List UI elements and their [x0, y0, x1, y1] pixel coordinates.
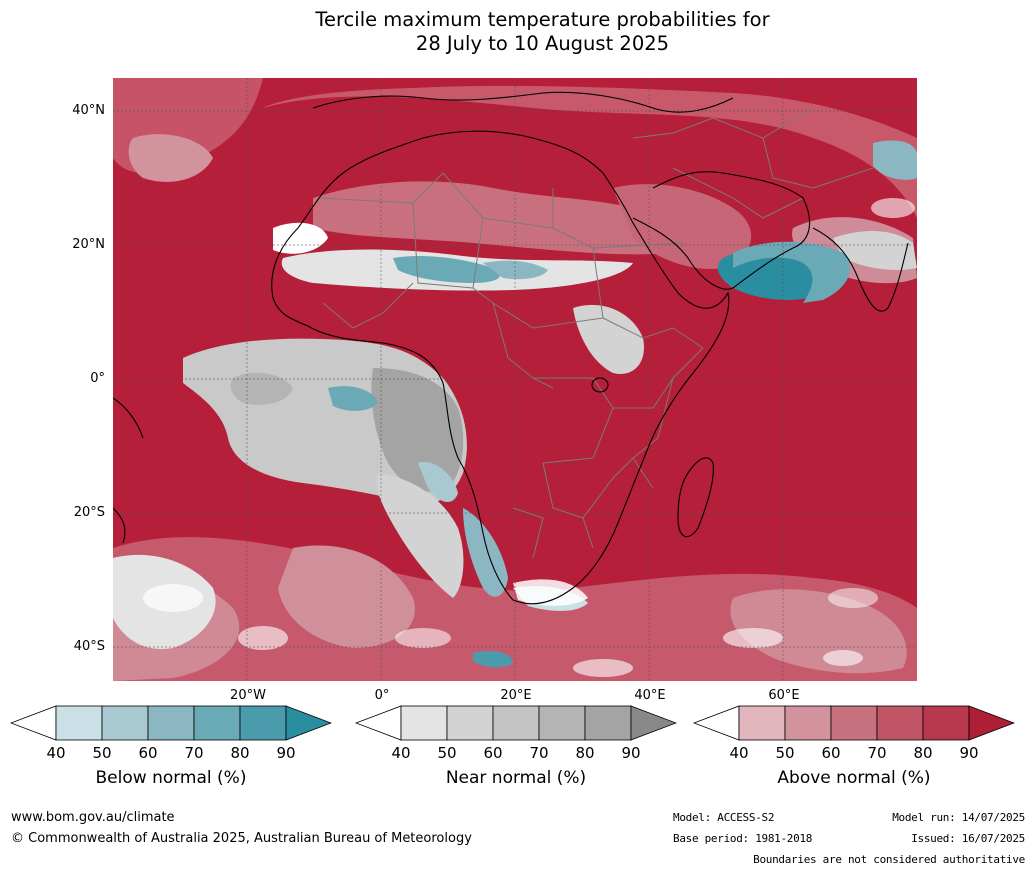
near-tick-60: 60: [483, 744, 503, 762]
above-tick-60: 60: [821, 744, 841, 762]
colorbar-below-normal: [10, 705, 332, 741]
below-tick-90: 90: [276, 744, 296, 762]
lon-label-20w: 20°W: [230, 688, 266, 703]
colorbar-low-extend: [693, 705, 740, 741]
colorbar-segment-5: [922, 705, 970, 741]
colorbar-segment-4: [876, 705, 924, 741]
white-patches: [143, 198, 915, 677]
above-tick-70: 70: [867, 744, 887, 762]
below-tick-80: 80: [230, 744, 250, 762]
lon-label-0: 0°: [374, 688, 390, 703]
below-tick-50: 50: [92, 744, 112, 762]
copyright-text: © Commonwealth of Australia 2025, Austra…: [11, 831, 472, 846]
graticule: [113, 78, 917, 681]
lat-label-0: 0°: [90, 371, 105, 386]
above-tick-90: 90: [959, 744, 979, 762]
lon-label-20e: 20°E: [500, 688, 532, 703]
title-line-1: Tercile maximum temperature probabilitie…: [315, 8, 770, 31]
colorbar-segment-5: [239, 705, 287, 741]
colorbar-segment-5: [584, 705, 632, 741]
colorbar-segment-3: [492, 705, 540, 741]
lon-label-40e: 40°E: [634, 688, 666, 703]
near-tick-90: 90: [621, 744, 641, 762]
issued-date: Issued: 16/07/2025: [911, 832, 1025, 845]
colorbar-title-below: Below normal (%): [95, 768, 247, 788]
colorbar-segment-1: [738, 705, 786, 741]
lat-label-20s: 20°S: [73, 505, 105, 520]
lat-label-20n: 20°N: [72, 237, 105, 252]
colorbar-high-extend: [285, 705, 332, 741]
colorbar-near-normal: [355, 705, 677, 741]
colorbar-segment-3: [830, 705, 878, 741]
lat-label-40n: 40°N: [72, 103, 105, 118]
colorbar-high-extend: [630, 705, 677, 741]
boundaries-disclaimer: Boundaries are not considered authoritat…: [753, 853, 1025, 866]
colorbar-segment-4: [193, 705, 241, 741]
below-tick-40: 40: [46, 744, 66, 762]
model-run-date: Model run: 14/07/2025: [892, 811, 1025, 824]
map-title: Tercile maximum temperature probabilitie…: [0, 8, 1035, 56]
colorbar-above-normal: [693, 705, 1015, 741]
colorbar-segment-1: [55, 705, 103, 741]
probability-map: [113, 78, 917, 681]
near-tick-40: 40: [391, 744, 411, 762]
lon-label-60e: 60°E: [768, 688, 800, 703]
colorbar-segment-2: [784, 705, 832, 741]
colorbar-segment-2: [101, 705, 149, 741]
coastlines: [113, 91, 909, 605]
country-borders: [320, 107, 874, 559]
colorbar-low-extend: [10, 705, 57, 741]
colorbar-segment-4: [538, 705, 586, 741]
below-tick-70: 70: [184, 744, 204, 762]
lat-label-40s: 40°S: [73, 639, 105, 654]
above-tick-80: 80: [913, 744, 933, 762]
near-tick-80: 80: [575, 744, 595, 762]
colorbar-segment-1: [400, 705, 448, 741]
near-tick-70: 70: [529, 744, 549, 762]
colorbar-high-extend: [968, 705, 1015, 741]
colorbar-low-extend: [355, 705, 402, 741]
colorbar-segment-3: [147, 705, 195, 741]
title-line-2: 28 July to 10 August 2025: [415, 32, 670, 55]
near-tick-50: 50: [437, 744, 457, 762]
website-link[interactable]: www.bom.gov.au/climate: [11, 810, 175, 825]
colorbar-title-above: Above normal (%): [777, 768, 931, 788]
model-name: Model: ACCESS-S2: [673, 811, 775, 824]
above-tick-40: 40: [729, 744, 749, 762]
base-period: Base period: 1981-2018: [673, 832, 813, 845]
colorbar-title-near: Near normal (%): [445, 768, 587, 788]
below-tick-60: 60: [138, 744, 158, 762]
colorbar-segment-2: [446, 705, 494, 741]
above-tick-50: 50: [775, 744, 795, 762]
